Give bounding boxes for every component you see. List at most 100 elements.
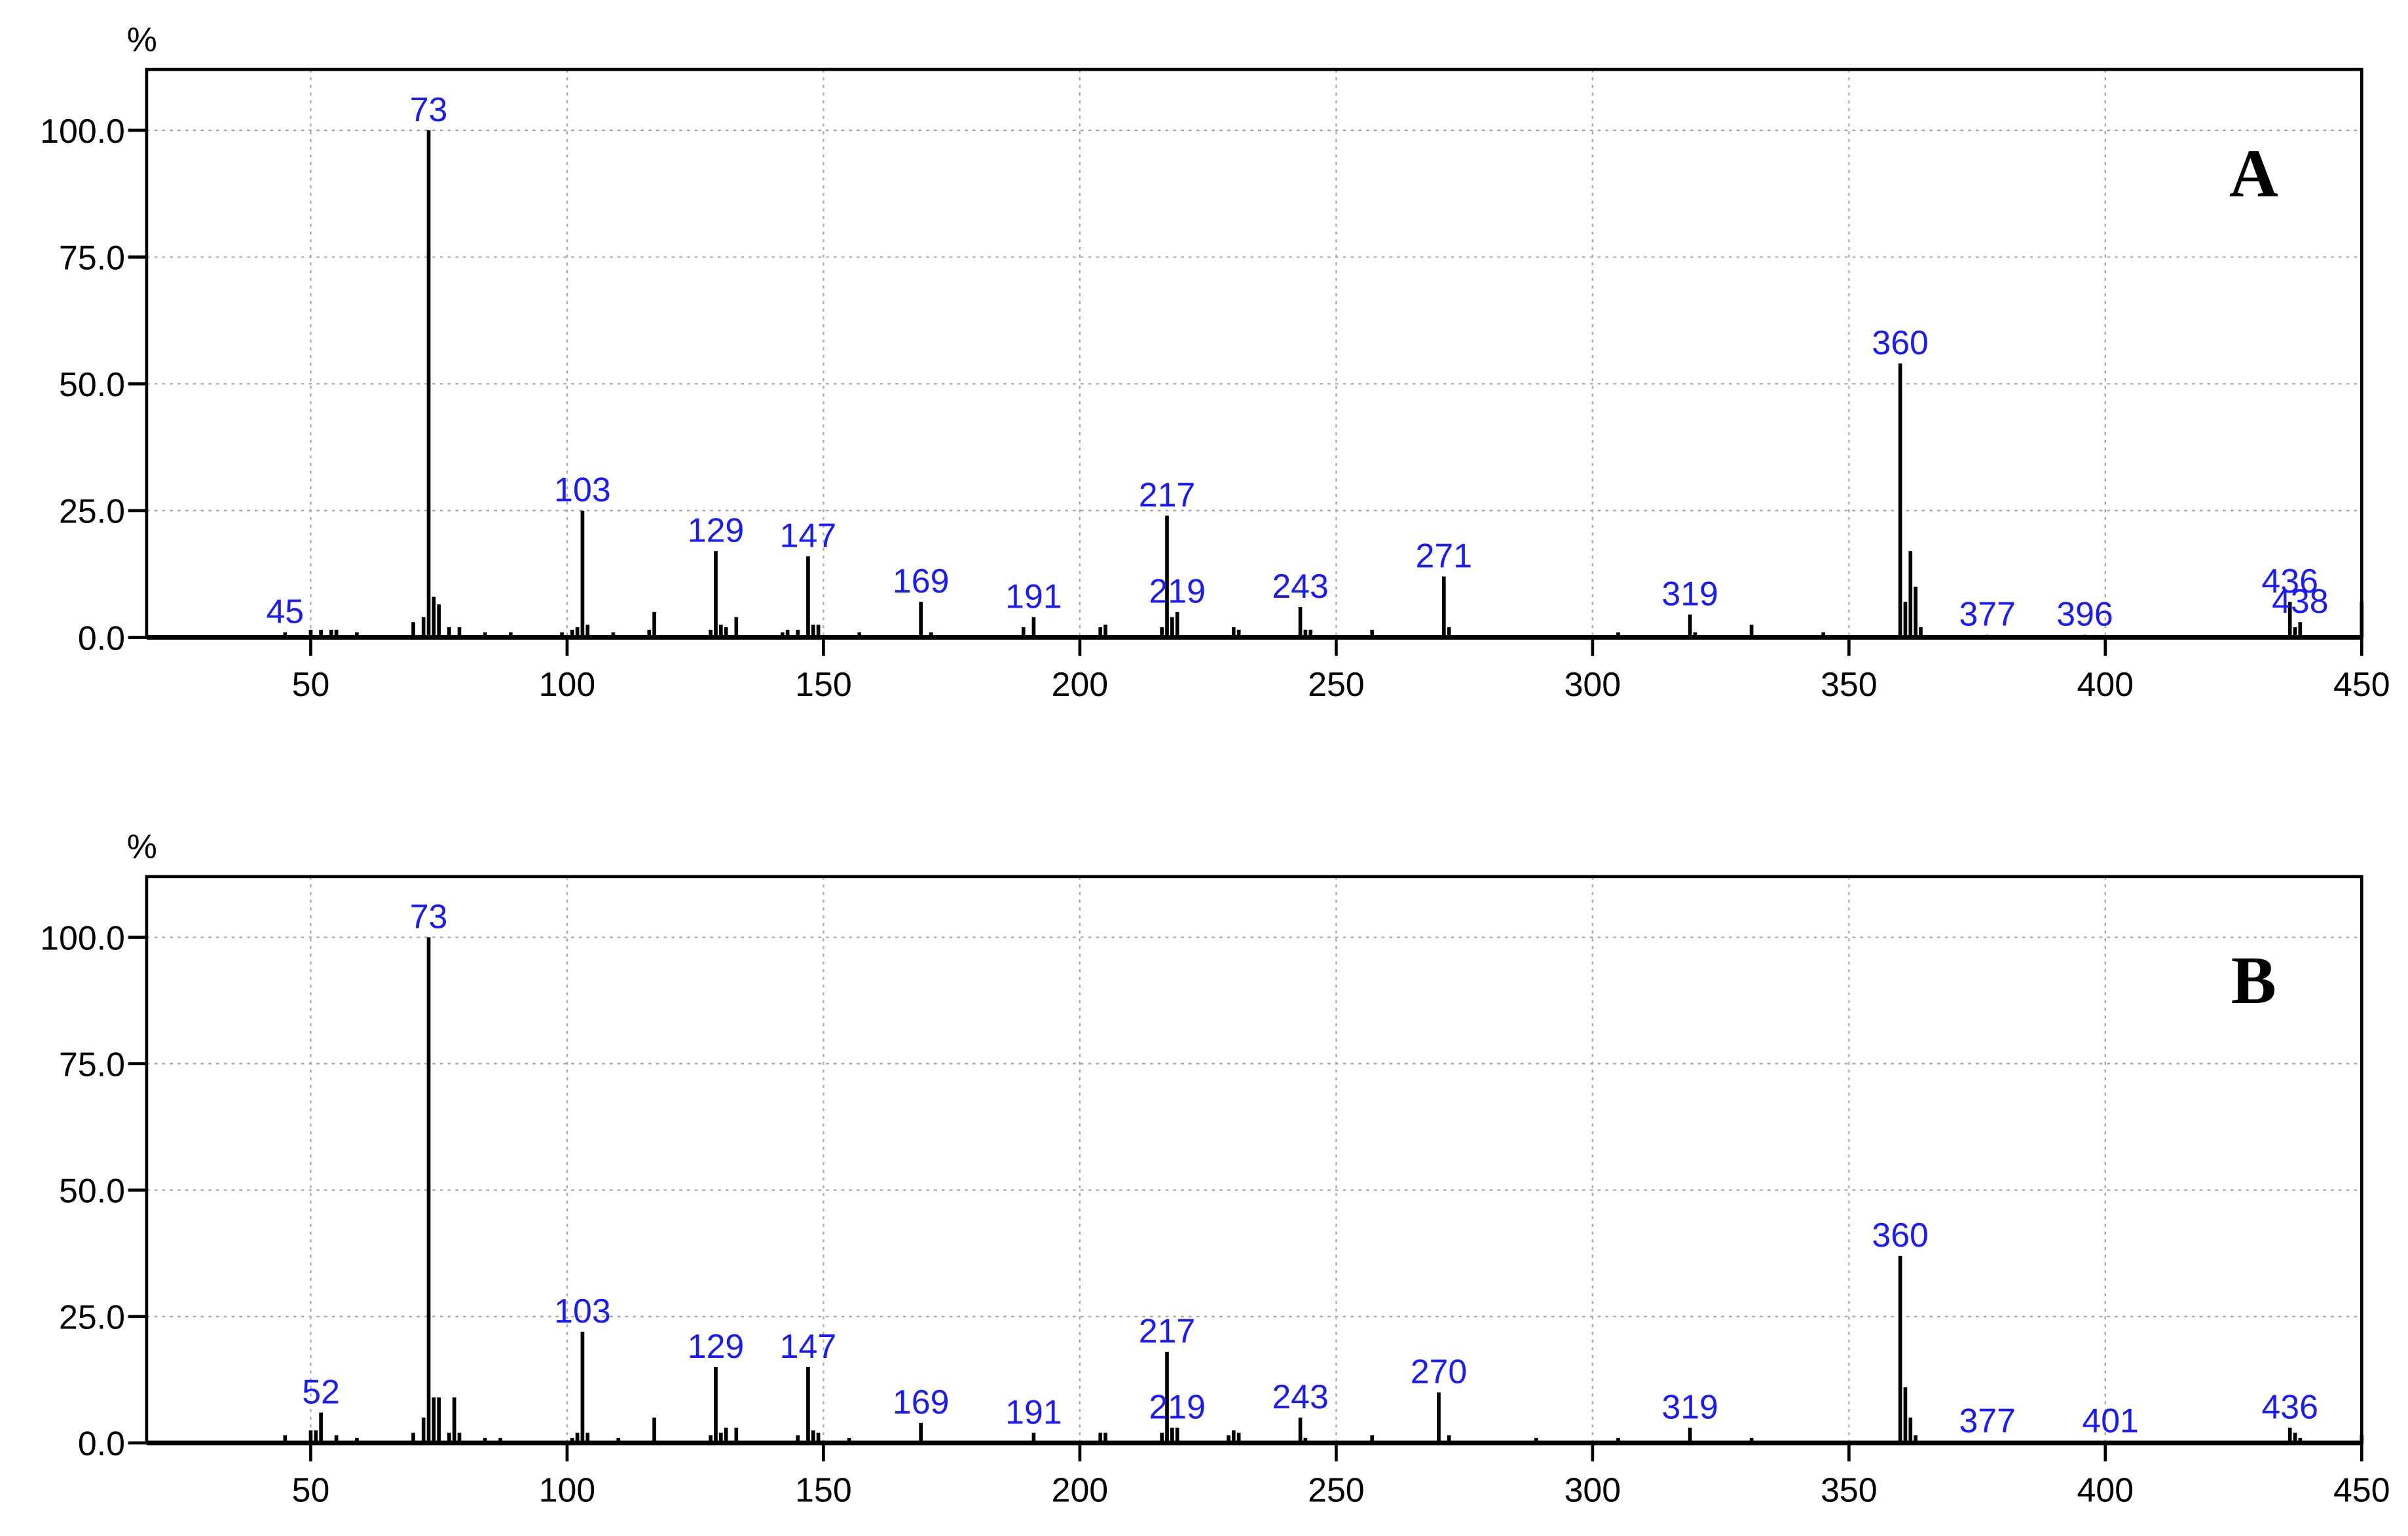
y-axis-label: % bbox=[127, 828, 157, 866]
peak-label: 52 bbox=[302, 1372, 340, 1410]
peak bbox=[806, 556, 810, 638]
peak bbox=[329, 629, 333, 638]
peak-label: 169 bbox=[893, 562, 949, 600]
peak bbox=[1160, 1433, 1164, 1443]
peak bbox=[806, 1367, 810, 1443]
x-tick-label: 450 bbox=[2333, 665, 2390, 703]
peak bbox=[1236, 629, 1241, 638]
peak bbox=[308, 629, 313, 638]
peak bbox=[2288, 1427, 2292, 1443]
panel-letter: A bbox=[2229, 136, 2278, 211]
peak bbox=[1098, 627, 1103, 638]
peak bbox=[585, 1433, 590, 1443]
peak bbox=[1616, 1438, 1620, 1443]
peak-label: 147 bbox=[780, 516, 837, 554]
x-tick-label: 100 bbox=[539, 665, 596, 703]
peak-label: 103 bbox=[554, 471, 611, 509]
peak bbox=[714, 1367, 718, 1443]
peak bbox=[724, 1427, 728, 1443]
peak bbox=[1298, 607, 1303, 638]
peak-label: 191 bbox=[1005, 1393, 1062, 1431]
peak bbox=[1688, 1427, 1692, 1443]
peak bbox=[437, 1397, 441, 1443]
peak-label: 319 bbox=[1661, 1388, 1718, 1426]
peak bbox=[616, 1438, 621, 1443]
peak bbox=[2293, 627, 2297, 638]
x-tick-label: 250 bbox=[1308, 665, 1364, 703]
peak bbox=[647, 629, 652, 638]
peak-label: 129 bbox=[688, 1327, 745, 1365]
peak bbox=[319, 629, 323, 638]
x-tick-label: 150 bbox=[795, 1471, 852, 1509]
peak bbox=[560, 632, 564, 638]
peak bbox=[585, 625, 590, 638]
peak bbox=[1175, 1427, 1179, 1443]
plot-frame bbox=[145, 67, 2363, 639]
peak bbox=[734, 617, 739, 638]
peak-label: 436 bbox=[2261, 1388, 2318, 1426]
peak bbox=[1908, 1417, 1913, 1443]
peak-label: 147 bbox=[780, 1327, 837, 1365]
peak-label: 219 bbox=[1149, 572, 1205, 610]
peak bbox=[334, 629, 339, 638]
y-tick-label: 75.0 bbox=[59, 1045, 125, 1083]
peak bbox=[1898, 363, 1902, 638]
peak-label: 436 bbox=[2261, 562, 2318, 600]
peak bbox=[1231, 1430, 1236, 1443]
peak bbox=[421, 1417, 426, 1443]
peak bbox=[796, 629, 800, 638]
peak bbox=[483, 632, 487, 638]
peak-label: 129 bbox=[688, 511, 745, 549]
peak bbox=[1370, 1435, 1375, 1443]
peak bbox=[709, 1435, 713, 1443]
peak bbox=[411, 1433, 415, 1443]
peak bbox=[1447, 1435, 1451, 1443]
peak-label: 73 bbox=[410, 90, 448, 128]
x-tick-label: 200 bbox=[1052, 1471, 1109, 1509]
peak bbox=[2360, 1435, 2364, 1443]
peak bbox=[714, 551, 718, 638]
peak bbox=[575, 627, 580, 638]
peak bbox=[1098, 1433, 1103, 1443]
peak bbox=[1103, 625, 1107, 638]
peak bbox=[1985, 1441, 1990, 1443]
peak bbox=[1821, 632, 1826, 638]
peak bbox=[1231, 627, 1236, 638]
peak bbox=[314, 1430, 318, 1443]
peak-label: 396 bbox=[2056, 594, 2113, 632]
peak bbox=[432, 596, 436, 638]
peak-label: 270 bbox=[1411, 1352, 1467, 1390]
peak bbox=[1898, 1256, 1902, 1443]
peak-label: 217 bbox=[1139, 1312, 1196, 1350]
peak bbox=[929, 632, 933, 638]
peak-label: 319 bbox=[1661, 574, 1718, 612]
peak bbox=[1160, 627, 1164, 638]
peak bbox=[1227, 1435, 1231, 1443]
peak bbox=[709, 629, 713, 638]
peak-label: 169 bbox=[893, 1383, 949, 1421]
peak bbox=[483, 1438, 487, 1443]
peak bbox=[816, 1433, 821, 1443]
peak bbox=[2288, 602, 2292, 638]
y-tick-label: 0.0 bbox=[78, 1425, 125, 1463]
peak bbox=[1914, 1435, 1917, 1443]
peak bbox=[355, 632, 359, 638]
peak-label: 360 bbox=[1872, 323, 1929, 361]
peak bbox=[437, 604, 441, 638]
peak bbox=[1031, 1433, 1036, 1443]
peak bbox=[1919, 627, 1923, 638]
peak bbox=[447, 1433, 451, 1443]
plot-frame bbox=[145, 875, 2363, 1445]
peak-label: 377 bbox=[1959, 1401, 2016, 1439]
peak bbox=[1903, 602, 1908, 638]
peak bbox=[308, 1430, 313, 1443]
peak bbox=[1303, 629, 1308, 638]
y-axis-label: % bbox=[127, 20, 157, 58]
peak-label: 103 bbox=[554, 1292, 611, 1330]
peak bbox=[580, 1331, 585, 1443]
peak bbox=[1298, 1417, 1303, 1443]
peak-label: 73 bbox=[410, 897, 448, 935]
peak bbox=[432, 1397, 436, 1443]
peak bbox=[426, 937, 431, 1443]
peak bbox=[421, 617, 426, 638]
